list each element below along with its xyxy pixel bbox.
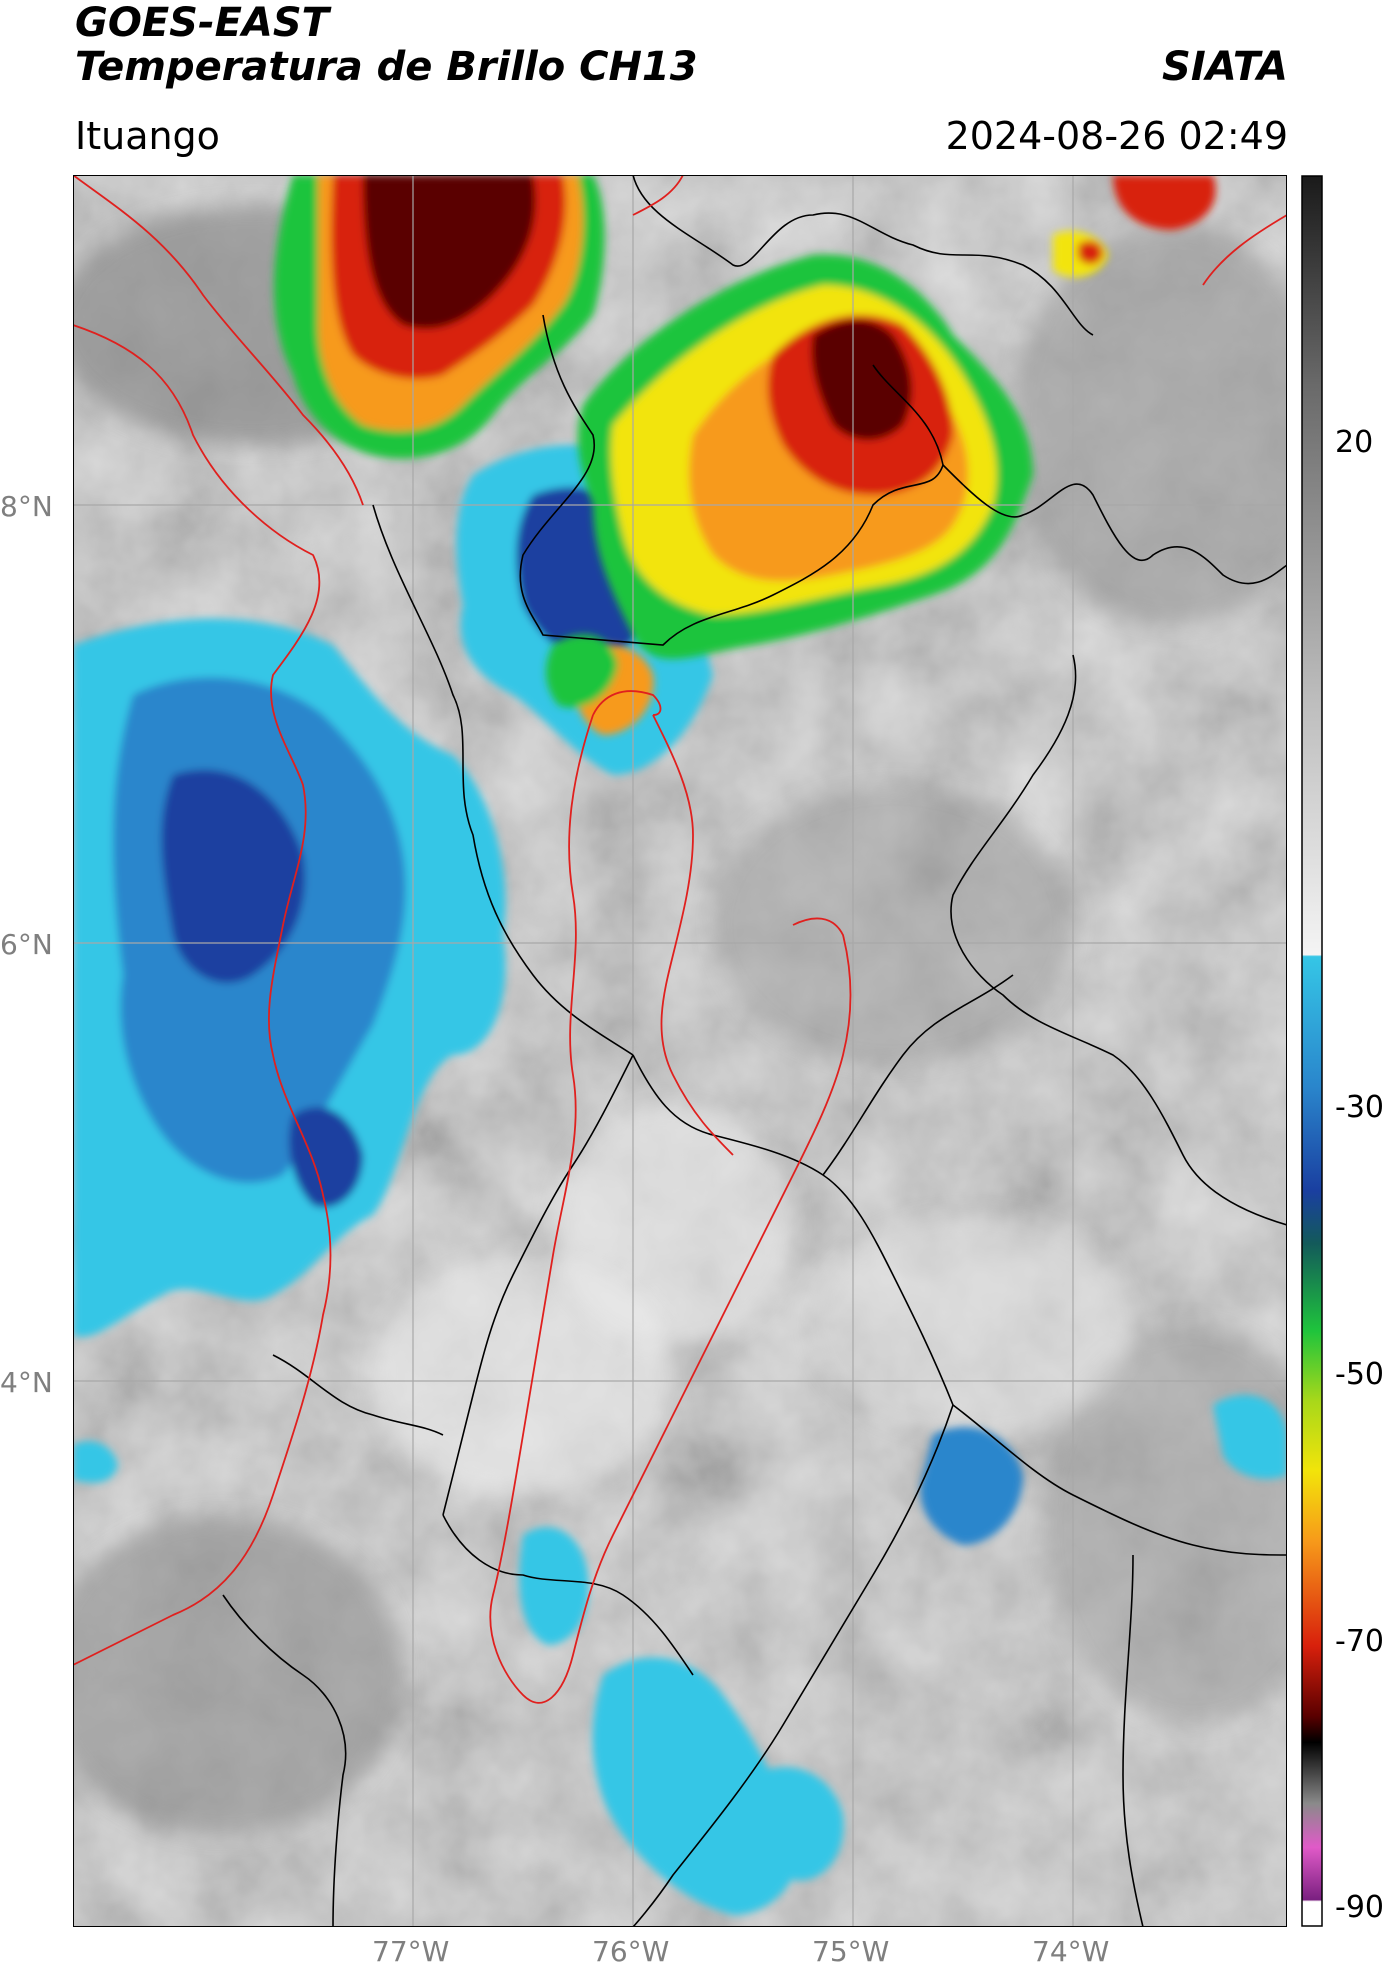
- datetime-label: 2024-08-26 02:49: [945, 114, 1288, 158]
- organization-label: SIATA: [1162, 44, 1288, 90]
- colorbar: [1301, 175, 1323, 1927]
- cold-cloud-blue-regions: [73, 445, 1287, 1915]
- lon-label-76w: 76°W: [592, 1935, 670, 1968]
- colorbar-tick-minus30: -30: [1335, 1090, 1384, 1125]
- lon-label-75w: 75°W: [812, 1935, 890, 1968]
- graticule: [73, 175, 1287, 1927]
- location-label: Ituango: [75, 114, 220, 158]
- colorbar-tick-20: 20: [1335, 425, 1374, 460]
- highlight-borders: [73, 175, 1287, 1704]
- lon-label-74w: 74°W: [1032, 1935, 1110, 1968]
- department-borders: [222, 175, 1287, 1927]
- colorbar-tick-minus50: -50: [1335, 1357, 1384, 1392]
- satellite-map: [73, 175, 1287, 1927]
- colorbar-tick-minus90: -90: [1335, 1890, 1384, 1925]
- lat-label-6n: 6°N: [0, 928, 53, 961]
- product-title: Temperatura de Brillo CH13: [75, 44, 698, 90]
- lat-label-4n: 4°N: [0, 1366, 53, 1399]
- satellite-title: GOES-EAST: [75, 0, 329, 46]
- colorbar-tick-minus70: -70: [1335, 1624, 1384, 1659]
- deep-convection-regions: [274, 175, 1216, 735]
- lat-label-8n: 8°N: [0, 490, 53, 523]
- lon-label-77w: 77°W: [372, 1935, 450, 1968]
